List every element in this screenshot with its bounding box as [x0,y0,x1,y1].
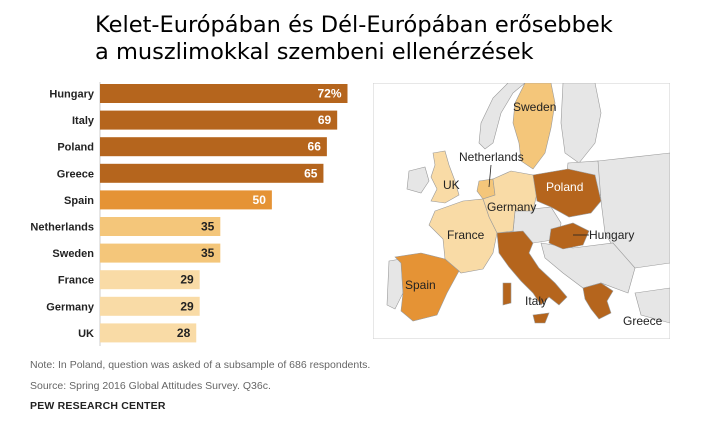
chart-source: Source: Spring 2016 Global Attitudes Sur… [30,380,271,392]
bar [100,243,221,263]
map-label-italy: Italy [525,294,547,308]
bar-value-label: 35 [201,246,215,260]
map-label-greece: Greece [623,314,663,328]
map-label-hungary: Hungary [589,228,634,242]
bar [100,217,221,236]
map-label-netherlands: Netherlands [459,150,524,164]
bar-chart: Hungary 72% Italy 69 Poland 66 Greece 65 Spain 50… [30,82,348,346]
bar [100,110,338,130]
map-country-hungary [548,222,590,250]
map-label-spain: Spain [405,278,436,292]
title-line-2: a muszlimokkal szembeni ellenérzések [95,39,534,65]
bar-category-label: Hungary [49,89,95,101]
bar-value-label: 69 [318,113,332,127]
map-region-ireland [406,166,430,194]
map-country-italy-sardinia [502,282,512,306]
map-label-poland: Poland [546,180,583,194]
bar-category-label: Germany [46,301,95,313]
europe-map: Sweden Netherlands UK Poland Germany Fra… [373,83,670,339]
map-label-germany: Germany [487,200,536,214]
map-region-turkey [634,287,670,324]
map-country-france [428,198,498,274]
bar-category-label: Netherlands [30,222,94,234]
bar-value-label: 66 [308,140,322,154]
map-country-italy [496,230,568,306]
bar-category-label: Spain [64,195,94,207]
bar-category-label: UK [78,328,94,340]
bar-category-label: Italy [72,115,95,127]
map-country-italy-sicily [532,312,550,324]
map-country-greece [582,282,614,320]
map-label-sweden: Sweden [513,100,556,114]
map-region-norway [478,83,526,150]
bar-category-label: Greece [57,168,94,180]
map-country-sweden [512,83,556,170]
chart-title: Kelet-Európában és Dél-Európában erősebb… [95,12,613,66]
map-country-uk [430,150,460,204]
map-label-uk: UK [443,178,460,192]
bar [100,84,348,103]
bar [100,296,200,316]
bar-value-label: 35 [201,220,215,234]
bar-value-label: 72% [317,87,341,101]
map-label-france: France [447,228,485,242]
bar-category-label: France [58,275,94,287]
bar [100,323,197,343]
bar [100,163,324,183]
map-country-germany [482,170,538,234]
title-line-1: Kelet-Európában és Dél-Európában erősebb… [95,12,613,38]
bar-category-label: Sweden [52,248,94,260]
chart-note: Note: In Poland, question was asked of a… [30,359,371,371]
bar [100,137,327,157]
bar-value-label: 29 [180,299,194,313]
bar [100,190,272,210]
bar-value-label: 29 [180,273,194,287]
map-region-finland [560,83,602,164]
map-region-balkans [540,242,636,294]
brand-credit: PEW RESEARCH CENTER [30,400,166,412]
bars-group: Hungary 72% Italy 69 Poland 66 Greece 65 Spain 50… [30,84,348,343]
bar [100,270,200,290]
bar-value-label: 28 [177,326,191,340]
map-leader-netherlands [488,164,492,188]
map-country-spain [394,252,460,322]
bar-value-label: 50 [253,193,267,207]
bar-category-label: Poland [57,142,94,154]
bar-value-label: 65 [304,166,318,180]
map-country-poland [532,168,602,218]
